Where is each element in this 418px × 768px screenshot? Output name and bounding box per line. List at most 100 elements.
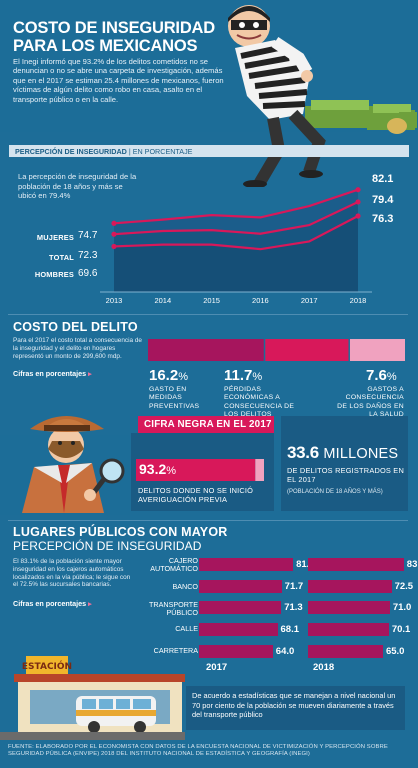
cifra-negra-rest xyxy=(255,459,264,481)
mujeres-label: MUJERES xyxy=(36,233,74,242)
perception-note: La percepción de inseguridad de la pobla… xyxy=(18,172,137,200)
section-divider xyxy=(8,520,408,521)
point-mujeres-2013 xyxy=(111,220,117,226)
detective-illustration xyxy=(0,416,130,515)
bar-value-2018-5: 65.0 xyxy=(385,646,405,657)
hombres-end-value: 76.3 xyxy=(372,213,394,225)
costo-pct-1-value: 16.2 xyxy=(149,367,179,384)
transport-info-box: De acuerdo a estadísticas que se manejan… xyxy=(186,686,405,730)
costo-caption-3: GASTOS A CONSECUENCIA DE LOS DAÑOS EN LA… xyxy=(337,386,404,418)
cifra-negra-pct-sign: % xyxy=(166,465,177,477)
lugar-label-transporte: TRANSPORTE PÚBLICO xyxy=(149,600,198,617)
x-tick-2013: 2013 xyxy=(106,296,123,305)
lugar-label-banco: BANCO xyxy=(172,582,198,591)
point-hombres-2018 xyxy=(355,213,361,219)
bar-value-2017-5: 64.0 xyxy=(275,646,295,657)
mujeres-end-value: 82.1 xyxy=(372,173,394,185)
bar-value-2017-4: 68.1 xyxy=(280,624,300,635)
cifra-negra-pct-value: 93.2 xyxy=(139,461,167,477)
bar-value-2017-3: 71.3 xyxy=(284,602,303,613)
millones-number: 33.6 MILLONES xyxy=(287,443,398,463)
x-tick-2018: 2018 xyxy=(350,296,367,305)
perception-title-unit: | EN PORCENTAJE xyxy=(128,147,193,156)
total-start-value: 72.3 xyxy=(78,250,98,261)
costo-cifras-label: Cifras en porcentajes xyxy=(13,369,92,378)
series-line-total xyxy=(113,200,359,236)
header-panel: COSTO DE INSEGURIDAD PARA LOS MEXICANOS … xyxy=(0,0,418,132)
header-body: El Inegi informó que 93.2% de los delito… xyxy=(13,57,224,104)
lugar-label-carretera: CARRETERA xyxy=(153,646,198,655)
perception-title: PERCEPCIÓN DE INSEGURIDAD | EN PORCENTAJ… xyxy=(15,147,192,156)
cifra-negra-fill xyxy=(136,459,256,481)
costo-note: Para el 2017 el costo total a consecuenc… xyxy=(13,337,142,360)
point-hombres-2013 xyxy=(111,243,117,250)
lugares-note: El 83.1% de la población siente mayor in… xyxy=(13,558,131,589)
point-mujeres-2018 xyxy=(355,187,361,193)
source-note: FUENTE: ELABORADO POR EL ECONOMISTA CON … xyxy=(8,744,388,758)
point-total-2013 xyxy=(111,231,117,237)
x-tick-2014: 2014 xyxy=(154,296,171,305)
costo-segment-3 xyxy=(349,339,405,361)
costo-caption-1: GASTO EN MEDIDAS PREVENTIVAS xyxy=(149,386,200,410)
costo-pct-2: 11.7% xyxy=(224,367,262,384)
cifra-negra-pct: 93.2% xyxy=(139,461,176,477)
bar-value-2018-2: 72.5 xyxy=(394,581,414,592)
series-line-mujeres xyxy=(113,188,359,225)
bar-value-2018-1: 83.1 xyxy=(406,559,418,570)
millones-caption: DE DELITOS REGISTRADOS EN EL 2017 xyxy=(287,466,404,484)
costo-pct-2-sign: % xyxy=(252,371,263,383)
mujeres-start-value: 74.7 xyxy=(78,230,98,241)
costo-title: COSTO DEL DELITO xyxy=(13,320,138,334)
total-label: TOTAL xyxy=(49,253,74,262)
x-tick-2016: 2016 xyxy=(252,296,269,305)
cifra-negra-title: CIFRA NEGRA EN EL 2017 xyxy=(138,416,274,433)
area-hombres xyxy=(114,216,358,292)
series-line-hombres xyxy=(113,215,359,251)
lugar-label-cajero: CAJERO AUTOMÁTICO xyxy=(150,556,198,573)
costo-stacked-bar xyxy=(148,339,405,361)
section-divider xyxy=(8,314,408,315)
point-total-2018 xyxy=(355,199,361,205)
costo-pct-2-value: 11.7 xyxy=(224,367,253,384)
bar-value-2017-2: 71.7 xyxy=(284,581,304,592)
cifra-negra-bar xyxy=(136,459,264,481)
total-end-value: 79.4 xyxy=(372,194,394,206)
millones-unit: MILLONES xyxy=(323,446,399,462)
bar-2018-2 xyxy=(308,580,392,593)
station-sign-text: ESTACIÓN xyxy=(22,660,72,672)
bar-2017-3 xyxy=(199,601,282,614)
millones-subcaption: (POBLACIÓN DE 18 AÑOS Y MÁS) xyxy=(287,489,383,495)
perception-title-text: PERCEPCIÓN DE INSEGURIDAD xyxy=(15,147,127,156)
bar-2017-1 xyxy=(199,558,294,571)
hombres-label: HOMBRES xyxy=(34,270,74,279)
bar-value-2017-1: 81.6 xyxy=(296,559,315,570)
cifra-negra-caption: DELITOS DONDE NO SE INICIÓ AVERIGUACIÓN … xyxy=(138,486,254,504)
costo-pct-1: 16.2% xyxy=(149,367,188,384)
costo-caption-2: PÉRDIDAS ECONÓMICAS A CONSECUENCIA DE LO… xyxy=(224,386,295,418)
bar-2017-5 xyxy=(199,645,273,658)
bar-value-2018-4: 70.1 xyxy=(391,624,411,635)
bar-value-2018-3: 71.0 xyxy=(392,602,412,613)
page-title: COSTO DE INSEGURIDAD PARA LOS MEXICANOS xyxy=(13,19,215,55)
costo-segment-1 xyxy=(148,339,264,361)
hombres-start-value: 69.6 xyxy=(78,268,98,279)
millones-number-value: 33.6 xyxy=(287,443,319,462)
costo-pct-1-sign: % xyxy=(178,371,188,383)
costo-pct-3-value: 7.6 xyxy=(366,367,387,384)
bar-2017-2 xyxy=(199,580,282,593)
costo-pct-3: 7.6% xyxy=(366,367,397,384)
year-label-2018: 2018 xyxy=(313,662,335,673)
bar-2018-5 xyxy=(308,645,383,658)
millones-panel xyxy=(281,416,408,511)
x-tick-2015: 2015 xyxy=(203,296,220,305)
year-label-2017: 2017 xyxy=(206,662,228,673)
costo-segment-2 xyxy=(265,339,349,361)
perception-band: PERCEPCIÓN DE INSEGURIDAD | EN PORCENTAJ… xyxy=(9,145,409,157)
bar-2018-1 xyxy=(308,558,404,571)
costo-pct-3-sign: % xyxy=(386,371,397,383)
bar-2017-4 xyxy=(199,623,278,636)
lugar-label-calle: CALLE xyxy=(175,624,198,633)
station-illustration: ESTACIÓN xyxy=(0,656,185,740)
lugares-title: LUGARES PÚBLICOS CON MAYOR xyxy=(13,525,228,539)
